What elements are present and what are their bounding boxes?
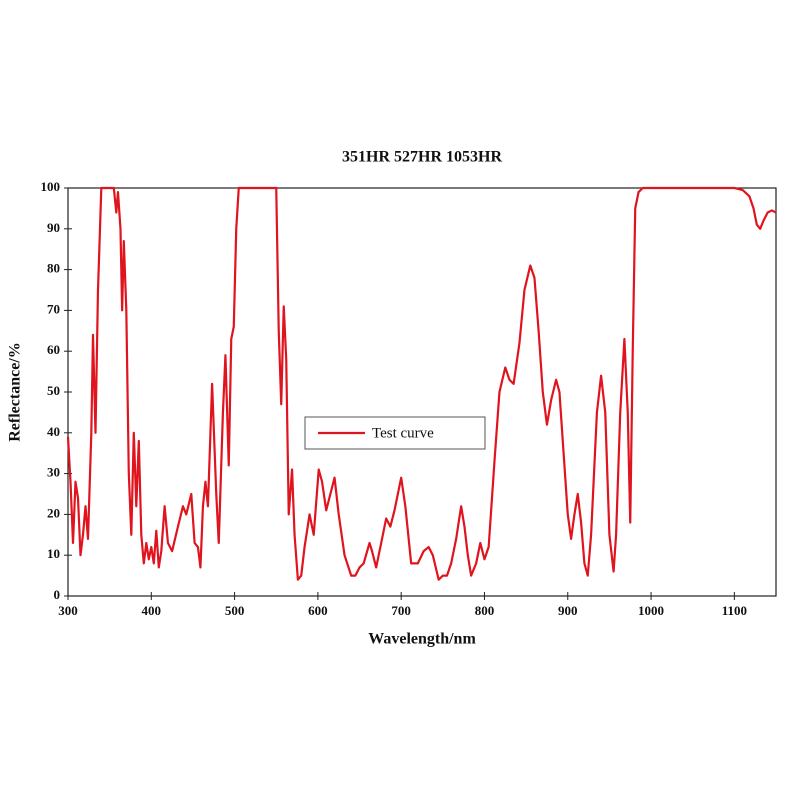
x-tick-label: 1000 bbox=[638, 603, 664, 618]
y-tick-label: 100 bbox=[41, 179, 61, 194]
y-tick-label: 30 bbox=[47, 465, 60, 480]
chart-title: 351HR 527HR 1053HR bbox=[342, 149, 502, 166]
y-tick-label: 20 bbox=[47, 505, 60, 520]
y-axis-label: Reflectance/% bbox=[7, 342, 24, 442]
plot-frame bbox=[67, 187, 777, 597]
x-tick-label: 1100 bbox=[722, 603, 747, 618]
x-tick-label: 300 bbox=[58, 603, 78, 618]
y-tick-label: 10 bbox=[47, 546, 60, 561]
y-tick-label: 80 bbox=[47, 261, 60, 276]
y-tick-label: 0 bbox=[54, 587, 61, 602]
y-tick-label: 60 bbox=[47, 342, 60, 357]
x-tick-label: 700 bbox=[391, 603, 411, 618]
y-tick-label: 90 bbox=[47, 220, 60, 235]
x-tick-label: 900 bbox=[558, 603, 578, 618]
x-tick-label: 400 bbox=[142, 603, 162, 618]
x-tick-label: 800 bbox=[475, 603, 495, 618]
legend-label: Test curve bbox=[372, 425, 434, 441]
y-tick-label: 40 bbox=[47, 424, 60, 439]
x-axis-label: Wavelength/nm bbox=[368, 631, 476, 648]
y-tick-label: 50 bbox=[47, 383, 60, 398]
y-tick-label: 70 bbox=[47, 301, 60, 316]
x-tick-label: 500 bbox=[225, 603, 245, 618]
x-tick-label: 600 bbox=[308, 603, 328, 618]
data-line bbox=[66, 186, 777, 581]
